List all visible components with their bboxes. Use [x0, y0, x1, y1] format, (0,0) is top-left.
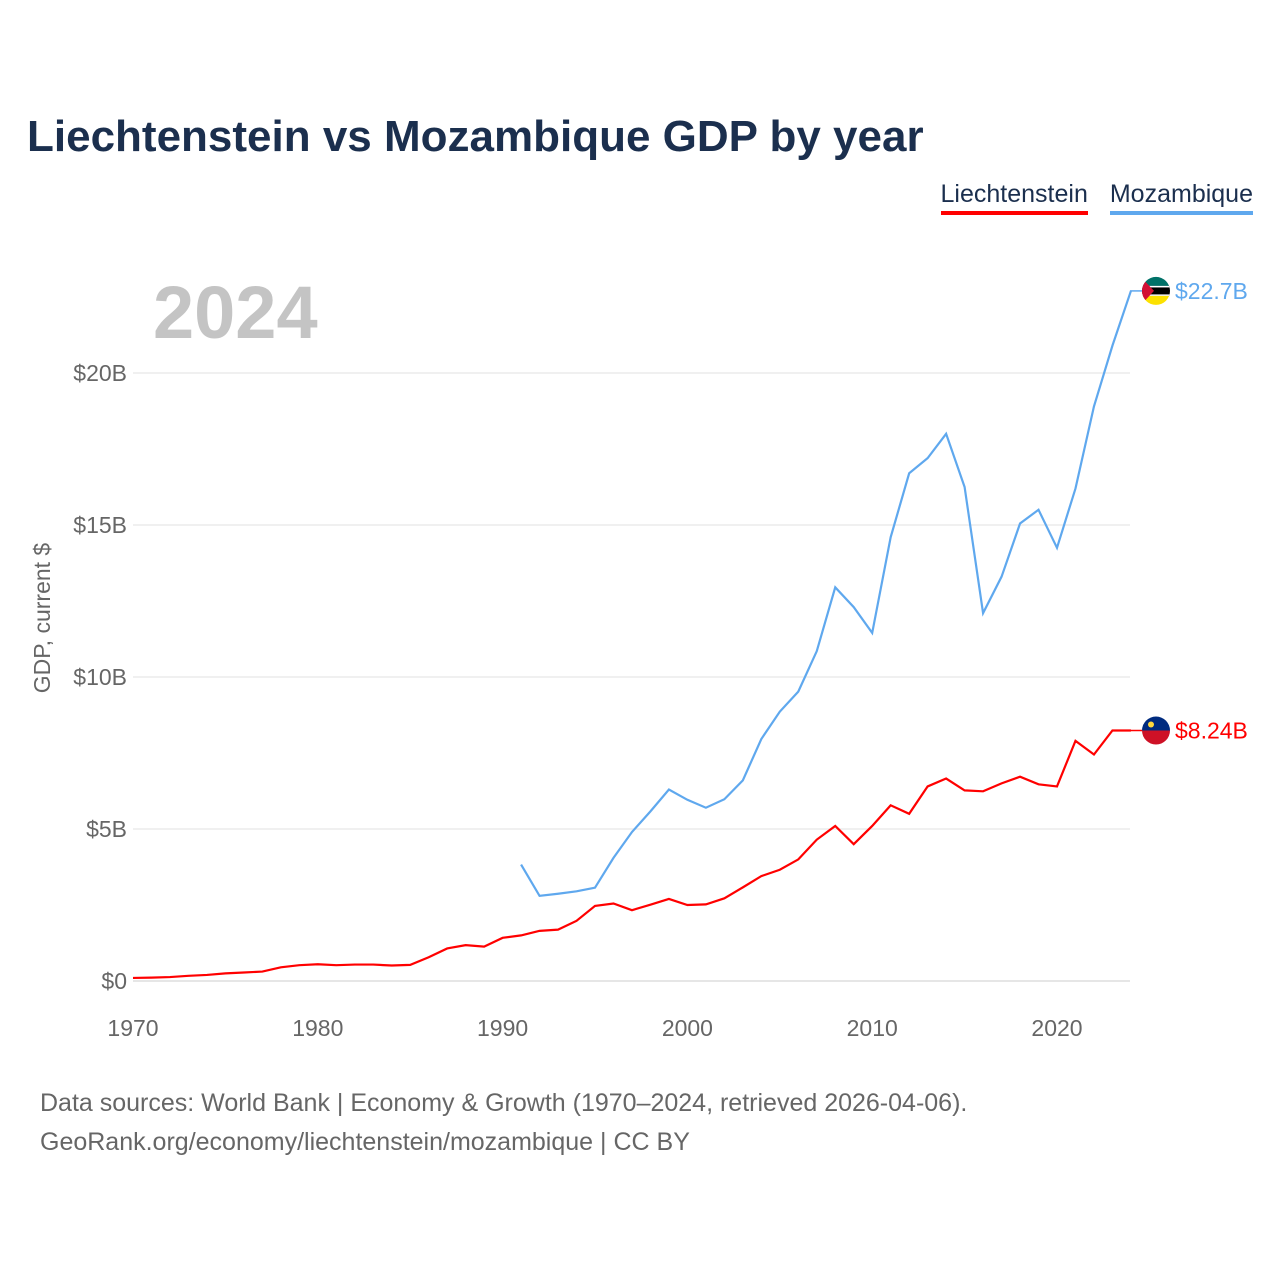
- y-axis-label: GDP, current $: [29, 543, 55, 694]
- y-tick-label: $5B: [86, 816, 127, 842]
- series-line-mozambique: [520, 290, 1132, 898]
- source-line-1: Data sources: World Bank | Economy & Gro…: [40, 1089, 968, 1117]
- flag-stripe: [1142, 276, 1170, 286]
- x-tick-label: 2010: [847, 1015, 898, 1041]
- x-tick-label: 2020: [1031, 1015, 1082, 1041]
- crown-icon: [1148, 721, 1154, 728]
- x-tick-label: 1990: [477, 1015, 528, 1041]
- flag-stripe: [1142, 294, 1170, 296]
- year-watermark: 2024: [153, 271, 318, 354]
- liechtenstein-flag-icon: [1142, 716, 1170, 745]
- chart-title: Liechtenstein vs Mozambique GDP by year: [27, 112, 924, 161]
- mozambique-flag-icon: [1142, 276, 1170, 305]
- legend: Liechtenstein Mozambique: [940, 180, 1253, 215]
- flag-stripe: [1142, 285, 1170, 288]
- legend-item-mozambique[interactable]: Mozambique: [1109, 180, 1253, 215]
- y-tick-label: $15B: [73, 512, 127, 538]
- flag-stripe: [1142, 716, 1170, 731]
- flag-body: [1142, 716, 1170, 745]
- x-tick-label: 1980: [292, 1015, 343, 1041]
- series-line-liechtenstein: [132, 729, 1131, 980]
- flag-stripe: [1142, 285, 1170, 296]
- legend-item-liechtenstein[interactable]: Liechtenstein: [940, 180, 1088, 215]
- x-tick-label: 1970: [107, 1015, 158, 1041]
- flag-stripe: [1142, 295, 1170, 305]
- x-tick-label: 2000: [662, 1015, 713, 1041]
- flag-body: [1142, 276, 1170, 305]
- source-note: Data sources: World Bank | Economy & Gro…: [40, 1084, 967, 1162]
- end-value-label: $8.24B: [1175, 718, 1248, 744]
- y-tick-label: $10B: [73, 664, 127, 690]
- flag-stripe: [1142, 730, 1170, 745]
- y-tick-label: $0: [101, 968, 127, 994]
- y-tick-label: $20B: [73, 360, 127, 386]
- source-line-2[interactable]: GeoRank.org/economy/liechtenstein/mozamb…: [40, 1128, 690, 1156]
- end-value-label: $22.7B: [1175, 278, 1248, 304]
